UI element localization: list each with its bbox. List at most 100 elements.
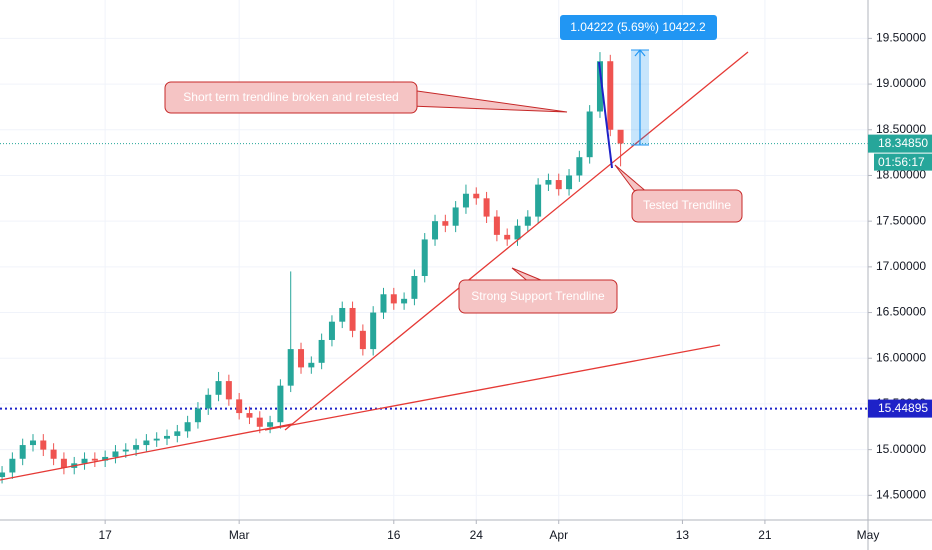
candle-body	[122, 449, 129, 452]
candle-body	[524, 216, 531, 226]
callout-box	[164, 81, 418, 114]
callout-box	[631, 189, 743, 223]
y-tick-label: 18.50000	[876, 122, 926, 136]
candle-body	[174, 431, 181, 436]
y-tick-label: 15.00000	[876, 442, 926, 456]
candle-body	[19, 445, 26, 459]
candle-body	[555, 180, 562, 190]
candle-body	[112, 451, 119, 457]
y-tick-label: 17.50000	[876, 213, 926, 227]
candle-body	[411, 275, 418, 299]
candle-body	[607, 61, 614, 130]
y-tick-label: 19.50000	[876, 31, 926, 45]
trendline	[0, 423, 293, 481]
candle-body	[184, 422, 191, 432]
y-tick-label: 18.00000	[876, 168, 926, 182]
drawings: 1.04222 (5.69%) 10422.2 Short term trend…	[0, 15, 749, 481]
candle-body	[390, 294, 397, 304]
time-axis-area	[0, 520, 932, 550]
x-tick-label: May	[857, 528, 880, 542]
candle-body	[81, 458, 88, 464]
candle-body	[617, 129, 624, 144]
candle-body	[452, 207, 459, 226]
candle-body	[153, 438, 160, 441]
candle-body	[349, 307, 356, 331]
x-tick-label: 17	[98, 528, 112, 542]
trendline	[284, 51, 749, 431]
candle-body	[277, 385, 284, 423]
x-tick-label: Mar	[229, 528, 250, 542]
candle-body	[504, 234, 511, 240]
countdown: 01:56:17	[878, 155, 925, 169]
x-tick-label: 13	[676, 528, 690, 542]
x-tick-label: 24	[470, 528, 484, 542]
candle-body	[256, 417, 263, 427]
measure-label: 1.04222 (5.69%) 10422.2	[570, 20, 706, 34]
candle-body	[236, 399, 243, 414]
candle-body	[143, 440, 150, 446]
measure-label-box	[560, 15, 717, 40]
x-tick-label: 16	[387, 528, 401, 542]
callout-text: Strong Support Trendline	[471, 289, 605, 303]
candle-body	[164, 435, 171, 439]
candle-body	[205, 394, 212, 409]
candle-body	[442, 221, 449, 226]
callout-box	[458, 279, 618, 314]
countdown-box	[874, 153, 932, 171]
candle-body	[60, 458, 67, 468]
candle-body	[514, 225, 521, 240]
y-tick-label: 16.50000	[876, 305, 926, 319]
trendline	[264, 344, 721, 431]
price-axis-area	[868, 0, 932, 550]
candle-body	[133, 445, 140, 450]
callout-text: Short term trendline broken and retested	[183, 90, 398, 104]
candle-body	[50, 449, 57, 459]
candle-body	[359, 330, 366, 350]
candle-body	[318, 339, 325, 363]
candle-body	[225, 381, 232, 400]
candle-body	[473, 193, 480, 199]
candle-body	[9, 458, 16, 473]
candle-body	[493, 216, 500, 235]
grid	[0, 0, 869, 520]
price-label: 18.34850	[878, 136, 928, 150]
x-tick-label: Apr	[549, 528, 568, 542]
candle-body	[40, 440, 47, 450]
candle-body	[432, 221, 439, 240]
candle-body	[215, 381, 222, 395]
price-label: 15.44895	[878, 401, 928, 415]
candle-body	[308, 362, 315, 368]
candle-body	[576, 157, 583, 176]
candle-body	[586, 111, 593, 158]
y-tick-label: 14.50000	[876, 487, 926, 501]
candles	[0, 52, 624, 484]
candle-body	[462, 193, 469, 208]
candle-body	[566, 175, 573, 190]
y-tick-label: 17.00000	[876, 259, 926, 273]
candle-body	[194, 408, 201, 423]
candle-body	[298, 349, 305, 368]
candle-body	[267, 422, 274, 427]
candle-body	[596, 61, 603, 112]
callout-text: Tested Trendline	[643, 198, 731, 212]
candle-body	[339, 307, 346, 322]
candle-body	[29, 440, 36, 446]
candle-body	[380, 294, 387, 313]
x-tick-label: 21	[758, 528, 772, 542]
short-trendline	[598, 61, 613, 169]
candle-body	[287, 349, 294, 386]
price-label-box	[868, 399, 932, 418]
y-tick-label: 16.00000	[876, 350, 926, 364]
candle-body	[545, 180, 552, 185]
y-tick-label: 19.00000	[876, 76, 926, 90]
candle-body	[102, 456, 109, 461]
candle-body	[370, 312, 377, 350]
axes: 14.5000015.0000015.5000016.0000016.50000…	[98, 31, 932, 542]
candle-body	[401, 298, 408, 304]
candle-body	[0, 472, 6, 478]
candle-body	[91, 458, 98, 461]
price-label-box	[868, 134, 932, 153]
candle-body	[535, 184, 542, 217]
